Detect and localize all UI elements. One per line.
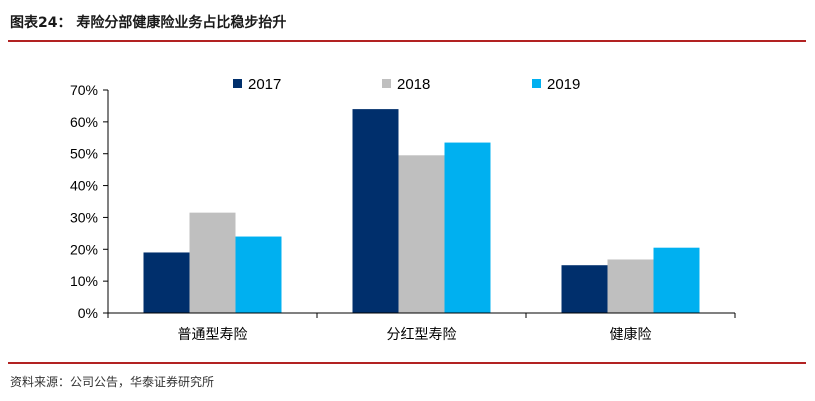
y-tick-label: 30% bbox=[70, 209, 98, 225]
y-tick-label: 60% bbox=[70, 114, 98, 130]
x-category-label: 普通型寿险 bbox=[178, 326, 248, 343]
bar-2018 bbox=[607, 259, 654, 313]
chart-title: 图表24： 寿险分部健康险业务占比稳步抬升 bbox=[10, 15, 287, 31]
source-note: 资料来源：公司公告，华泰证券研究所 bbox=[10, 375, 215, 389]
title-divider bbox=[8, 40, 806, 42]
y-tick-label: 0% bbox=[78, 305, 98, 321]
bar-2019 bbox=[444, 142, 491, 313]
legend-swatch-2018 bbox=[382, 79, 391, 88]
bar-2018 bbox=[189, 212, 236, 313]
bar-chart: 2017 2018 2019 0% 10% 20% 30% 40% 50% 60% 70% 普通型… bbox=[70, 76, 736, 343]
legend-swatch-2017 bbox=[233, 79, 242, 88]
bar-2017 bbox=[561, 265, 608, 313]
y-axis: 0% 10% 20% 30% 40% 50% 60% 70% bbox=[70, 82, 109, 321]
bar-2019 bbox=[235, 236, 282, 313]
y-tick-label: 50% bbox=[70, 146, 98, 162]
y-tick-label: 10% bbox=[70, 273, 98, 289]
source-divider bbox=[8, 362, 806, 364]
bar-2017 bbox=[352, 109, 399, 313]
y-tick-label: 20% bbox=[70, 241, 98, 257]
legend-label-2018: 2018 bbox=[397, 76, 430, 93]
bar-2019 bbox=[653, 247, 700, 313]
y-tick-label: 70% bbox=[70, 82, 98, 98]
bars bbox=[143, 109, 700, 313]
x-category-label: 健康险 bbox=[610, 326, 652, 343]
bar-2018 bbox=[398, 155, 445, 313]
bar-2017 bbox=[143, 252, 190, 313]
legend-label-2017: 2017 bbox=[248, 76, 281, 93]
legend-label-2019: 2019 bbox=[547, 76, 580, 93]
x-axis: 普通型寿险 分红型寿险 健康险 bbox=[107, 312, 736, 343]
legend-swatch-2019 bbox=[532, 79, 541, 88]
y-tick-label: 40% bbox=[70, 178, 98, 194]
legend: 2017 2018 2019 bbox=[233, 76, 580, 93]
x-category-label: 分红型寿险 bbox=[387, 326, 457, 343]
